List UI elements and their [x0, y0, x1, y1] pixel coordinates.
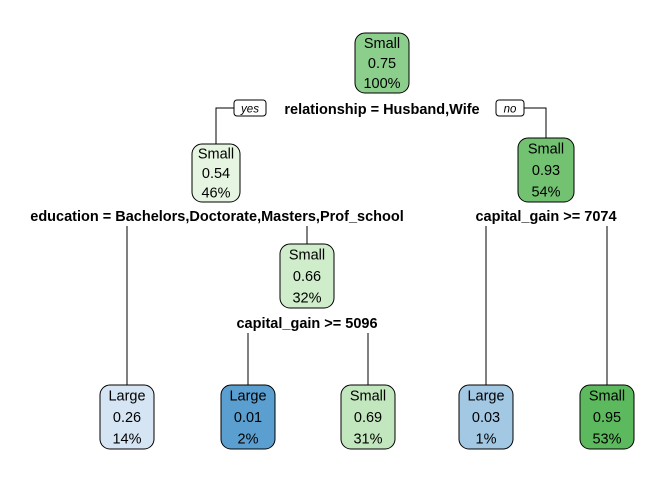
node-leaf11: Small 0.69 31% [340, 384, 396, 450]
node-pct-label: 31% [353, 431, 382, 447]
node-pct-label: 46% [201, 185, 230, 201]
edge-root-to-n2 [215, 107, 234, 144]
node-box [579, 384, 635, 450]
node-box [517, 137, 575, 203]
node-leaf4: Large 0.26 14% [99, 384, 155, 450]
node-prob-label: 0.69 [354, 410, 382, 426]
node-prob-label: 0.66 [293, 269, 321, 285]
node-leaf6: Large 0.03 1% [458, 384, 514, 450]
node-class-label: Small [589, 389, 625, 405]
yes-label: yes [240, 104, 259, 116]
node-prob-label: 0.95 [593, 410, 621, 426]
node-prob-label: 0.01 [234, 410, 262, 426]
node-class-label: Small [198, 147, 234, 163]
node-pct-label: 14% [112, 431, 141, 447]
split-labels: relationship = Husband,Wife education = … [30, 102, 616, 332]
node-class-label: Small [350, 389, 386, 405]
node-class-label: Large [467, 389, 504, 405]
node-pct-label: 32% [292, 290, 321, 306]
node-root: Small 0.75 100% [354, 32, 410, 94]
node-box [458, 384, 514, 450]
node-pct-label: 2% [238, 431, 259, 447]
node-prob-label: 0.93 [532, 163, 560, 179]
node-n3: Small 0.93 54% [517, 137, 575, 203]
node-box [340, 384, 396, 450]
split-label-n3: capital_gain >= 7074 [475, 209, 616, 225]
split-label-root: relationship = Husband,Wife [284, 102, 479, 118]
node-box [354, 32, 410, 94]
node-pct-label: 54% [531, 184, 560, 200]
node-pct-label: 100% [363, 76, 400, 92]
node-leaf7: Small 0.95 53% [579, 384, 635, 450]
node-n2: Small 0.54 46% [191, 143, 241, 203]
node-n5: Small 0.66 32% [279, 243, 335, 309]
node-box [220, 384, 276, 450]
split-label-n2: education = Bachelors,Doctorate,Masters,… [30, 209, 403, 225]
node-class-label: Small [289, 248, 325, 264]
tree-edges [126, 107, 608, 385]
edge-root-to-n3 [524, 107, 547, 138]
split-label-n5: capital_gain >= 5096 [236, 316, 377, 332]
tree-nodes: Small0.75100%Small0.5446%Small0.9354%Sma… [99, 32, 635, 450]
node-box [191, 143, 241, 203]
node-prob-label: 0.54 [202, 166, 230, 182]
yes-tag: yes [233, 99, 267, 117]
node-class-label: Large [229, 389, 266, 405]
node-leaf10: Large 0.01 2% [220, 384, 276, 450]
node-pct-label: 1% [476, 431, 497, 447]
node-pct-label: 53% [592, 431, 621, 447]
node-prob-label: 0.75 [368, 56, 396, 72]
no-tag: no [495, 99, 525, 117]
node-class-label: Large [108, 389, 145, 405]
node-class-label: Small [528, 142, 564, 158]
no-label: no [504, 104, 517, 116]
node-prob-label: 0.03 [472, 410, 500, 426]
node-prob-label: 0.26 [113, 410, 141, 426]
node-box [279, 243, 335, 309]
node-box [99, 384, 155, 450]
node-class-label: Small [364, 36, 400, 52]
